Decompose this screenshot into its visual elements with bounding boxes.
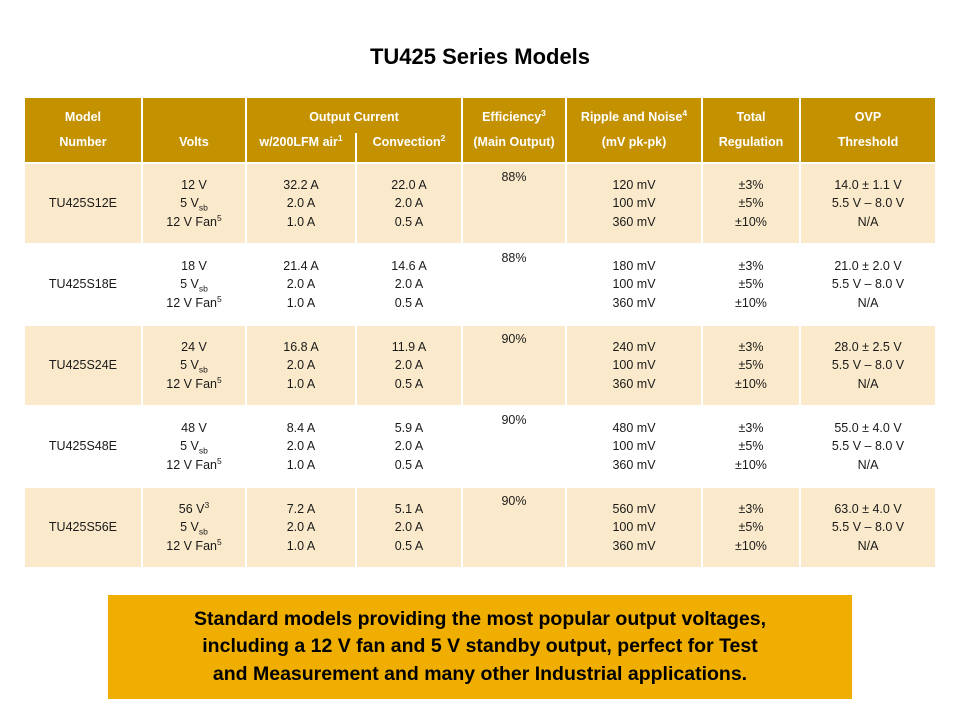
cell-ovp-threshold: 55.0 ± 4.0 V 5.5 V – 8.0 V N/A xyxy=(799,405,937,488)
header-cell-total: Total xyxy=(701,96,801,133)
header-cell-number: Number xyxy=(22,133,143,164)
cell-ripple-noise: 480 mV 100 mV 360 mV xyxy=(565,405,703,488)
header-cell-convection: Convection2 xyxy=(354,133,464,164)
cell-efficiency: 90% xyxy=(461,405,567,488)
header-row-2: Number Volts w/200LFM air1 Convection2 (… xyxy=(22,133,937,164)
cell-output-air: 7.2 A 2.0 A 1.0 A xyxy=(244,486,357,569)
header-cell-efficiency: Efficiency3 xyxy=(461,96,567,133)
cell-model: TU425S24E xyxy=(22,324,143,407)
cell-regulation: ±3% ±5% ±10% xyxy=(701,486,801,569)
header-row-1: Model Output Current Efficiency3 Ripple … xyxy=(22,96,937,133)
header-cell-ripple-noise: Ripple and Noise4 xyxy=(565,96,703,133)
cell-ripple-noise: 560 mV 100 mV 360 mV xyxy=(565,486,703,569)
cell-efficiency: 90% xyxy=(461,486,567,569)
cell-ripple-noise: 120 mV 100 mV 360 mV xyxy=(565,162,703,245)
cell-regulation: ±3% ±5% ±10% xyxy=(701,324,801,407)
cell-output-convection: 5.1 A 2.0 A 0.5 A xyxy=(354,486,464,569)
page-title: TU425 Series Models xyxy=(369,44,591,69)
cell-model: TU425S56E xyxy=(22,486,143,569)
cell-ovp-threshold: 21.0 ± 2.0 V 5.5 V – 8.0 V N/A xyxy=(799,243,937,326)
cell-output-convection: 5.9 A 2.0 A 0.5 A xyxy=(354,405,464,488)
models-table: Model Output Current Efficiency3 Ripple … xyxy=(22,96,937,569)
header-cell-volts: Volts xyxy=(140,133,247,164)
header-cell-model: Model xyxy=(22,96,143,133)
cell-model: TU425S12E xyxy=(22,162,143,245)
cell-ripple-noise: 240 mV 100 mV 360 mV xyxy=(565,324,703,407)
header-cell-air: w/200LFM air1 xyxy=(244,133,357,164)
header-cell-output-current: Output Current xyxy=(244,96,464,133)
cell-model: TU425S48E xyxy=(22,405,143,488)
cell-regulation: ±3% ±5% ±10% xyxy=(701,162,801,245)
cell-regulation: ±3% ±5% ±10% xyxy=(701,243,801,326)
cell-output-convection: 14.6 A 2.0 A 0.5 A xyxy=(354,243,464,326)
header-cell-threshold: Threshold xyxy=(799,133,937,164)
header-cell-main-output: (Main Output) xyxy=(461,133,567,164)
cell-output-convection: 22.0 A 2.0 A 0.5 A xyxy=(354,162,464,245)
banner: Standard models providing the most popul… xyxy=(108,595,852,699)
cell-ovp-threshold: 14.0 ± 1.1 V 5.5 V – 8.0 V N/A xyxy=(799,162,937,245)
cell-ovp-threshold: 63.0 ± 4.0 V 5.5 V – 8.0 V N/A xyxy=(799,486,937,569)
cell-efficiency: 88% xyxy=(461,243,567,326)
cell-efficiency: 90% xyxy=(461,324,567,407)
cell-ovp-threshold: 28.0 ± 2.5 V 5.5 V – 8.0 V N/A xyxy=(799,324,937,407)
header-cell-ovp: OVP xyxy=(799,96,937,133)
header-cell-mv-pkpk: (mV pk-pk) xyxy=(565,133,703,164)
cell-efficiency: 88% xyxy=(461,162,567,245)
cell-ripple-noise: 180 mV 100 mV 360 mV xyxy=(565,243,703,326)
cell-output-convection: 11.9 A 2.0 A 0.5 A xyxy=(354,324,464,407)
cell-output-air: 16.8 A 2.0 A 1.0 A xyxy=(244,324,357,407)
table-row: TU425S56E 56 V3 5 Vsb 12 V Fan5 7.2 A 2.0 A… xyxy=(22,486,937,569)
header-cell-spacer xyxy=(140,96,247,133)
cell-volts: 56 V3 5 Vsb 12 V Fan5 xyxy=(140,486,247,569)
cell-regulation: ±3% ±5% ±10% xyxy=(701,405,801,488)
table-header: Model Output Current Efficiency3 Ripple … xyxy=(22,96,937,164)
cell-output-air: 8.4 A 2.0 A 1.0 A xyxy=(244,405,357,488)
header-cell-regulation: Regulation xyxy=(701,133,801,164)
cell-output-air: 21.4 A 2.0 A 1.0 A xyxy=(244,243,357,326)
cell-model: TU425S18E xyxy=(22,243,143,326)
cell-output-air: 32.2 A 2.0 A 1.0 A xyxy=(244,162,357,245)
